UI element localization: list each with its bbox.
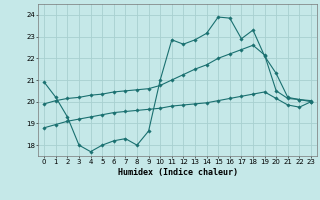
X-axis label: Humidex (Indice chaleur): Humidex (Indice chaleur) [118, 168, 238, 177]
